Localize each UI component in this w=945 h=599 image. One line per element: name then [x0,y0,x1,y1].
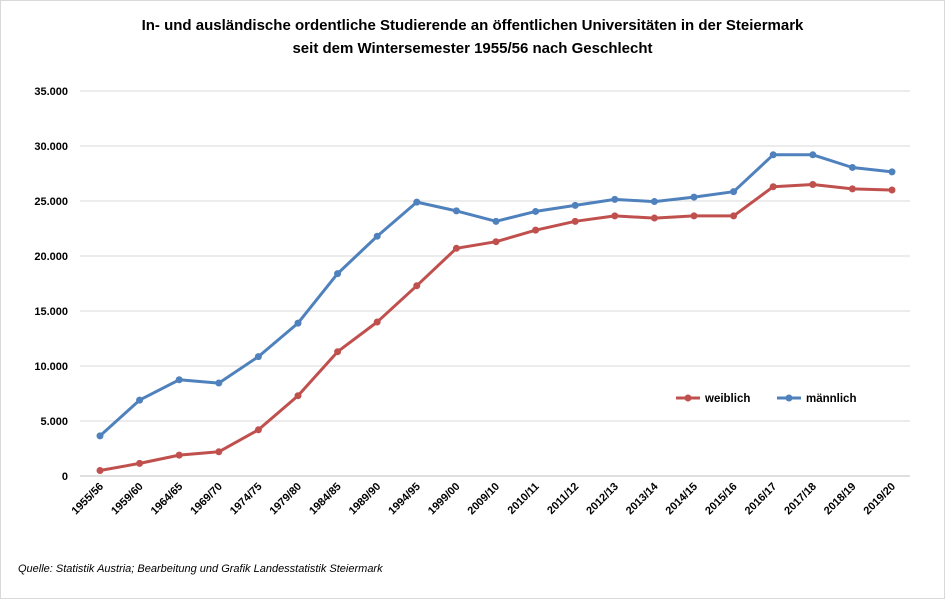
data-point [690,193,698,201]
x-tick-label: 2010/11 [506,481,542,517]
gridlines [80,90,910,477]
data-point [215,379,223,387]
x-tick-label: 2018/19 [822,481,859,518]
data-point [809,181,817,188]
x-tick-label: 1994/95 [386,481,423,518]
source-note: Quelle: Statistik Austria; Bearbeitung u… [18,563,383,575]
x-tick-label: 1974/75 [228,481,265,518]
x-tick-label: 2015/16 [703,481,740,518]
x-tick-label: 2009/10 [466,481,503,518]
x-tick-label: 2012/13 [584,481,621,518]
data-point [888,186,896,194]
data-point [532,226,540,234]
x-tick-label: 2017/18 [782,481,819,518]
x-tick-label: 1999/00 [426,481,463,518]
x-tick-label: 2011/12 [545,481,581,517]
data-point [373,232,381,240]
series-line [98,183,894,472]
data-point [492,217,500,225]
data-point [769,151,777,159]
data-point [136,459,144,467]
y-tick-label: 15.000 [34,306,68,318]
x-tick-label: 1969/70 [188,481,225,518]
legend: weiblich männlich [676,393,856,405]
data-point [532,207,540,215]
data-point [136,396,144,404]
x-tick-label: 2013/14 [624,480,661,517]
data-point [730,212,738,220]
legend-label: männlich [806,393,856,405]
y-tick-label: 30.000 [34,141,68,153]
data-point [452,244,460,252]
series-lines [96,151,896,474]
legend-marker [684,394,692,402]
data-point [413,282,421,290]
data-point [334,348,342,356]
data-point [452,207,460,215]
y-tick-label: 35.000 [34,86,68,98]
y-axis-ticks: 0 5.000 10.000 15.000 20.000 25.000 30.000 35.0… [34,86,68,483]
data-point [730,188,738,196]
y-tick-label: 0 [62,471,68,483]
data-point [294,319,302,327]
data-point [571,217,579,225]
chart-title-line2: seit dem Wintersemester 1955/56 nach Ges… [292,40,653,57]
y-tick-label: 25.000 [34,196,68,208]
x-axis-ticks: 1955/56 1959/60 1964/65 1969/70 1974/75 1979/… [70,480,899,517]
data-point [492,238,500,246]
x-tick-label: 1959/60 [109,481,146,518]
data-point [175,376,183,384]
data-point [215,448,223,456]
data-point [888,168,896,176]
x-tick-label: 1955/56 [70,481,107,518]
data-point [96,432,104,440]
data-point [611,212,619,220]
data-point [175,451,183,459]
y-tick-label: 5.000 [40,416,68,428]
data-point [254,353,262,361]
data-point [96,467,104,474]
data-point [848,163,856,171]
chart-title: In- und ausländische ordentliche Studier… [0,14,945,60]
x-tick-label: 2014/15 [664,481,701,518]
data-point [809,151,817,159]
y-tick-label: 10.000 [34,361,68,373]
x-tick-label: 1989/90 [347,481,384,518]
legend-label: weiblich [704,393,750,405]
data-point [650,198,658,206]
data-point [413,198,421,206]
data-point [690,212,698,220]
data-point [373,318,381,326]
data-point [334,270,342,278]
chart-title-line1: In- und ausländische ordentliche Studier… [141,17,804,34]
x-tick-label: 2016/17 [743,481,780,518]
legend-marker [785,394,793,402]
data-point [769,183,777,191]
y-tick-label: 20.000 [34,251,68,263]
x-tick-label: 1964/65 [149,481,186,518]
data-point [848,185,856,193]
x-tick-label: 2019/20 [862,481,899,518]
x-tick-label: 1979/80 [268,481,305,518]
series-line [98,153,894,438]
data-point [650,214,658,222]
data-point [611,195,619,203]
data-point [294,392,302,400]
x-tick-label: 1984/85 [307,481,344,518]
data-point [571,201,579,209]
data-point [254,426,262,434]
